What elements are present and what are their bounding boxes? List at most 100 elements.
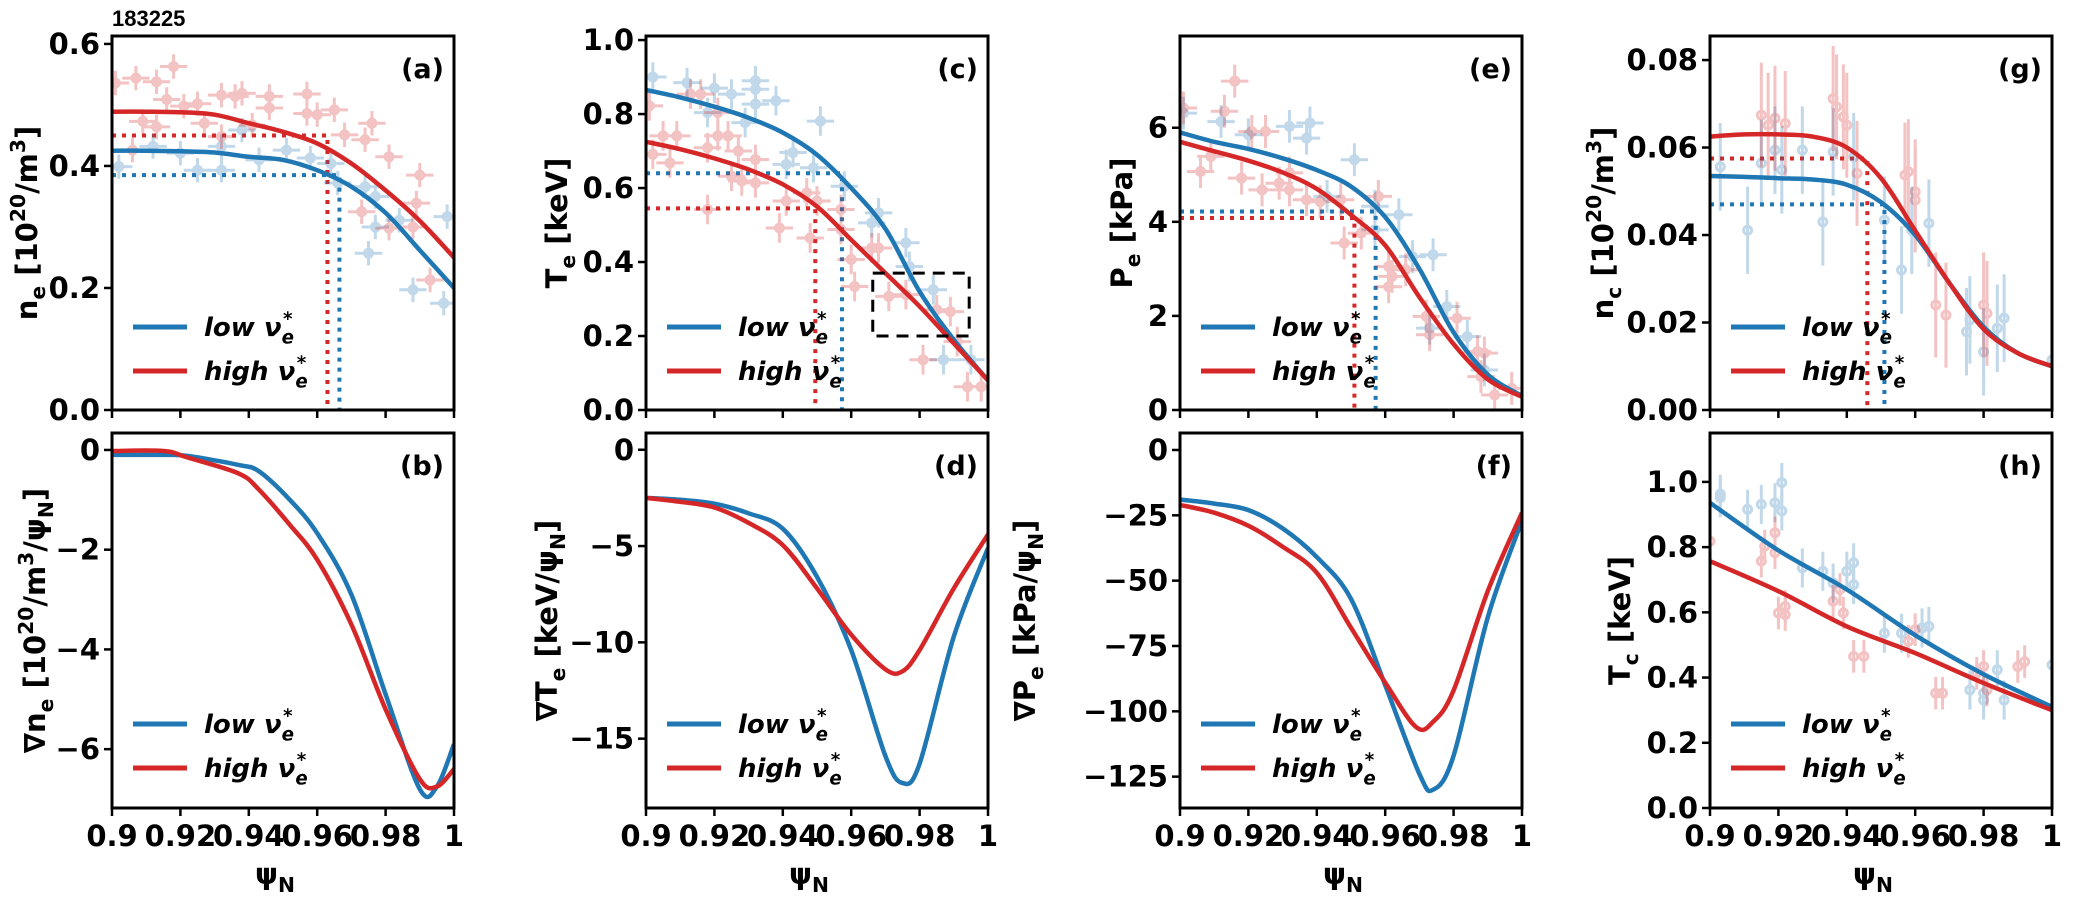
- point-marker: [1489, 389, 1501, 401]
- point-marker: [1776, 164, 1788, 176]
- data-point: [806, 106, 835, 136]
- point-marker: [1273, 177, 1285, 189]
- legend-label-part: e: [295, 371, 307, 392]
- point-marker: [1393, 209, 1405, 221]
- point-marker: [1930, 299, 1942, 311]
- legend: low νe*high νe*: [667, 706, 842, 789]
- point-marker: [2019, 656, 2031, 668]
- legend-item-low: low νe*: [667, 309, 828, 348]
- y-axis-label-part: /m: [18, 566, 52, 607]
- data-point: [272, 137, 301, 163]
- y-tick-label: 1.0: [1647, 465, 1698, 499]
- legend: low νe*high νe*: [1201, 706, 1376, 789]
- data-point: [1978, 650, 1990, 683]
- y-tick-label: 0.2: [49, 271, 100, 305]
- data-point: [728, 166, 756, 196]
- curve-low: [646, 495, 988, 787]
- legend-label-part: *: [1351, 309, 1361, 330]
- legend-label-part: high ν: [738, 754, 829, 784]
- y-tick-label: 0.0: [49, 393, 100, 427]
- legend-label-part: e: [1880, 327, 1892, 348]
- legend-label: high νe*: [1802, 750, 1906, 789]
- x-tick-label: 1: [2042, 819, 2062, 853]
- point-marker: [883, 290, 895, 302]
- point-marker: [1902, 166, 1914, 178]
- y-axis-label: nc [1020/m3]: [1582, 127, 1626, 320]
- legend-label: low νe*: [1802, 309, 1892, 348]
- y-axis-label-part: 3: [14, 552, 38, 566]
- point-marker: [835, 203, 847, 215]
- point-marker: [749, 75, 761, 87]
- point-marker: [1978, 660, 1990, 672]
- data-point: [1827, 584, 1839, 618]
- plot-area: [112, 448, 454, 800]
- point-marker: [866, 217, 878, 229]
- data-point: [399, 214, 427, 240]
- data-point: [1186, 155, 1215, 188]
- point-marker: [1937, 687, 1949, 699]
- point-marker: [168, 61, 180, 73]
- data-point: [1210, 94, 1239, 128]
- point-marker: [192, 98, 203, 110]
- data-point: [2046, 645, 2052, 685]
- data-point: [717, 161, 746, 192]
- x-tick-label: 0.98: [1418, 819, 1490, 853]
- data-point: [1769, 483, 1781, 523]
- guide-line: [1710, 202, 1887, 410]
- y-axis-label-part: [kPa/ψ: [1008, 550, 1042, 666]
- legend-label-part: e: [1350, 327, 1362, 348]
- plot-area: [1710, 463, 2052, 720]
- data-point: [1755, 484, 1767, 524]
- x-axis-label: ψN: [255, 857, 295, 897]
- data-point: [1978, 252, 1990, 358]
- guide-line: [646, 171, 844, 410]
- point-marker: [1755, 555, 1767, 567]
- data-point: [1234, 118, 1263, 152]
- data-point: [320, 97, 348, 123]
- y-axis-label-part: e: [556, 255, 580, 269]
- point-marker: [1841, 119, 1853, 131]
- data-point: [1378, 259, 1406, 293]
- point-marker: [328, 104, 340, 116]
- data-point: [673, 67, 701, 98]
- x-tick-label: 0.94: [213, 819, 285, 853]
- point-marker: [1304, 117, 1316, 129]
- legend-label-part: e: [1350, 724, 1362, 745]
- point-marker: [1369, 200, 1381, 212]
- y-tick-label: −15: [569, 722, 634, 756]
- point-marker: [192, 164, 203, 176]
- y-tick-label: 0.6: [49, 27, 100, 61]
- y-tick-label: 0.02: [1626, 306, 1698, 340]
- legend: low νe*high νe*: [667, 309, 842, 392]
- y-tick-label: 0.6: [1647, 595, 1698, 629]
- point-marker: [975, 381, 987, 393]
- curve-low: [646, 87, 988, 382]
- point-marker: [263, 102, 275, 114]
- data-point: [1981, 260, 1993, 366]
- y-axis-label-part: n: [10, 300, 44, 321]
- legend-item-high: high νe*: [133, 750, 308, 789]
- y-axis-label-part: e: [1024, 666, 1048, 680]
- panel-c: 0.00.20.40.60.81.0Te [keV](c)low νe*high…: [540, 23, 990, 427]
- data-point: [830, 171, 859, 201]
- data-point: [1248, 173, 1276, 207]
- x-axis-label: ψN: [1323, 857, 1363, 897]
- y-tick-label: 0.4: [49, 149, 100, 183]
- legend-label: high νe*: [204, 750, 308, 789]
- legend-label-part: e: [282, 724, 294, 745]
- legend-item-low: low νe*: [667, 706, 828, 745]
- legend-item-high: high νe*: [1731, 353, 1906, 392]
- point-marker: [702, 107, 714, 119]
- panels: 0.00.20.40.6ne [1020/m3](a)low νe*high ν…: [6, 23, 2062, 897]
- data-point: [159, 54, 188, 79]
- point-marker: [1769, 144, 1781, 156]
- point-marker: [726, 170, 737, 182]
- point-marker: [835, 223, 847, 235]
- y-axis-label-part: 3: [1582, 140, 1606, 154]
- data-point: [1251, 115, 1280, 148]
- legend-label-part: *: [831, 750, 841, 771]
- legend-label-part: low ν: [1272, 313, 1350, 343]
- guide-line: [646, 206, 818, 410]
- point-marker: [1978, 346, 1990, 358]
